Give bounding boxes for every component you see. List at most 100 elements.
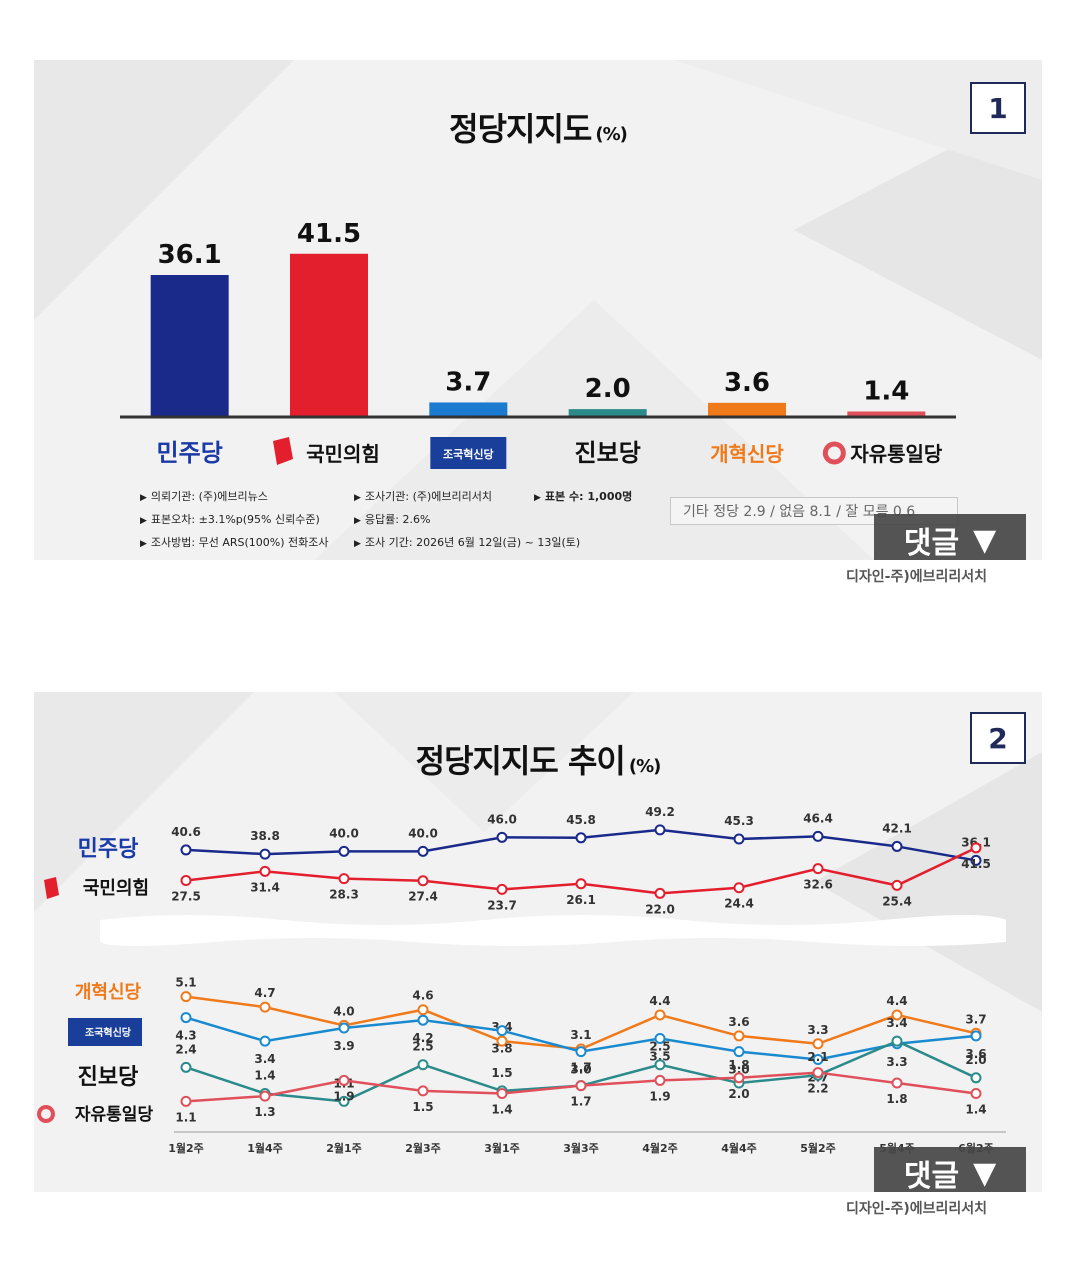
- data-label: 3.4: [254, 1052, 275, 1066]
- data-label: 2.5: [412, 1040, 433, 1054]
- data-label: 45.3: [724, 814, 754, 828]
- title-unit: (%): [595, 124, 627, 145]
- data-label: 1.7: [570, 1061, 591, 1075]
- data-label: 3.3: [807, 1023, 828, 1037]
- data-label: 3.1: [570, 1028, 591, 1042]
- data-point: [733, 882, 745, 894]
- data-point: [338, 1022, 350, 1034]
- data-label: 2.1: [807, 1050, 828, 1064]
- meta-client: ▶ 의뢰기관: (주)에브리뉴스: [140, 490, 268, 503]
- data-label: 42.1: [882, 821, 912, 835]
- data-point: [733, 1072, 745, 1084]
- meta-sample: ▶ 표본 수: 1,000명: [534, 490, 633, 503]
- data-point: [891, 1035, 903, 1047]
- data-label: 1.8: [886, 1092, 907, 1106]
- series-label: 진보당: [78, 1065, 139, 1090]
- triangle-down-icon: ▼: [973, 1155, 997, 1191]
- bar: [150, 275, 229, 417]
- data-label: 2.0: [965, 1053, 986, 1067]
- data-label: 4.3: [175, 1029, 196, 1043]
- data-label: 22.0: [645, 902, 675, 916]
- data-point: [338, 1095, 350, 1107]
- data-label: 23.7: [487, 898, 517, 912]
- x-tick-label: 5월2주: [800, 1141, 836, 1155]
- data-point: [654, 887, 666, 899]
- series-label: 자유통일당: [75, 1105, 154, 1125]
- comment-button-label: 댓글: [903, 1159, 960, 1192]
- series-label: 조국혁신당: [85, 1026, 132, 1039]
- data-label: 3.7: [965, 1012, 986, 1026]
- data-point: [970, 1030, 982, 1042]
- data-point: [812, 1053, 824, 1065]
- data-label: 25.4: [882, 894, 912, 908]
- bar-value-label: 3.7: [445, 367, 491, 397]
- data-point: [180, 844, 192, 856]
- data-label: 41.5: [961, 857, 991, 871]
- data-point: [970, 1072, 982, 1084]
- data-point: [180, 1061, 192, 1073]
- title-text: 정당지지도: [449, 110, 592, 148]
- comment-button[interactable]: 댓글 ▼: [874, 1147, 1026, 1192]
- comment-button[interactable]: 댓글 ▼: [874, 514, 1026, 560]
- data-label: 40.0: [329, 826, 359, 840]
- title-text: 정당지지도 추이: [415, 742, 626, 780]
- party-logo-box: [430, 437, 507, 469]
- data-label: 4.2: [412, 1031, 433, 1045]
- series-label: 민주당: [78, 837, 139, 862]
- data-point: [417, 1059, 429, 1071]
- data-label: 3.9: [333, 1039, 354, 1053]
- data-point: [654, 824, 666, 836]
- party-label: 국민의힘: [306, 442, 380, 466]
- x-tick-label: 1월4주: [247, 1141, 283, 1155]
- data-point: [891, 1009, 903, 1021]
- panel-background: [34, 60, 1042, 560]
- party-label: 민주당: [157, 439, 223, 467]
- data-point: [654, 1009, 666, 1021]
- bar-value-label: 2.0: [585, 374, 631, 404]
- data-point: [575, 1080, 587, 1092]
- data-point: [180, 991, 192, 1003]
- data-label: 49.2: [645, 805, 675, 819]
- data-label: 27.4: [408, 890, 438, 904]
- data-point: [733, 1030, 745, 1042]
- meta-sample-text: 표본 수: 1,000명: [544, 490, 633, 503]
- party-logo-mark: [822, 441, 846, 465]
- meta-agency-text: 조사기관: (주)에브리리서치: [364, 490, 493, 503]
- bar-chart-panel: 정당지지도 (%) 1 36.1 민주당 41.5 국민의힘 3.7 조국혁신당 2.0 진보당…: [34, 60, 1042, 560]
- line-chart-panel: 정당지지도 추이 (%) 2 민주당 국민의힘 개혁신당 조국혁신당 진보당 자유통일당 40…: [34, 692, 1042, 1192]
- data-label: 3.6: [728, 1015, 749, 1029]
- data-label: 38.8: [250, 829, 280, 843]
- x-tick-label: 2월3주: [405, 1141, 441, 1155]
- data-label: 24.4: [724, 897, 754, 911]
- data-point: [891, 879, 903, 891]
- data-point: [496, 1088, 508, 1100]
- data-point: [417, 845, 429, 857]
- bar-chart: 36.1 민주당 41.5 국민의힘 3.7 조국혁신당 2.0 진보당 3.6 개혁신당 1.4 자…: [120, 219, 956, 469]
- axis-break-band: [100, 915, 1006, 946]
- data-label: 1.9: [333, 1089, 354, 1103]
- x-tick-label: 2월1주: [326, 1141, 362, 1155]
- data-label: 45.8: [566, 813, 596, 827]
- data-label: 46.0: [487, 812, 517, 826]
- data-label: 4.4: [886, 994, 907, 1008]
- data-label: 3.4: [886, 1016, 907, 1030]
- panel-background: [34, 692, 1042, 1012]
- data-label: 3.5: [649, 1050, 670, 1064]
- data-label: 28.3: [329, 888, 359, 902]
- data-label: 32.6: [803, 878, 833, 892]
- data-point: [180, 875, 192, 886]
- data-point: [654, 1074, 666, 1086]
- meta-agency: ▶ 조사기관: (주)에브리리서치: [354, 490, 493, 503]
- data-point: [496, 831, 508, 843]
- comment-button-label: 댓글: [903, 526, 960, 560]
- party-logo-mark: [273, 437, 293, 465]
- data-label: 4.6: [412, 989, 433, 1003]
- data-point: [259, 865, 271, 877]
- meta-client-text: 의뢰기관: (주)에브리뉴스: [150, 490, 268, 503]
- bar: [290, 253, 368, 417]
- data-point: [259, 1035, 271, 1047]
- data-label: 1.3: [254, 1105, 275, 1119]
- data-label: 2.4: [175, 1042, 196, 1056]
- data-label: 40.6: [171, 825, 201, 839]
